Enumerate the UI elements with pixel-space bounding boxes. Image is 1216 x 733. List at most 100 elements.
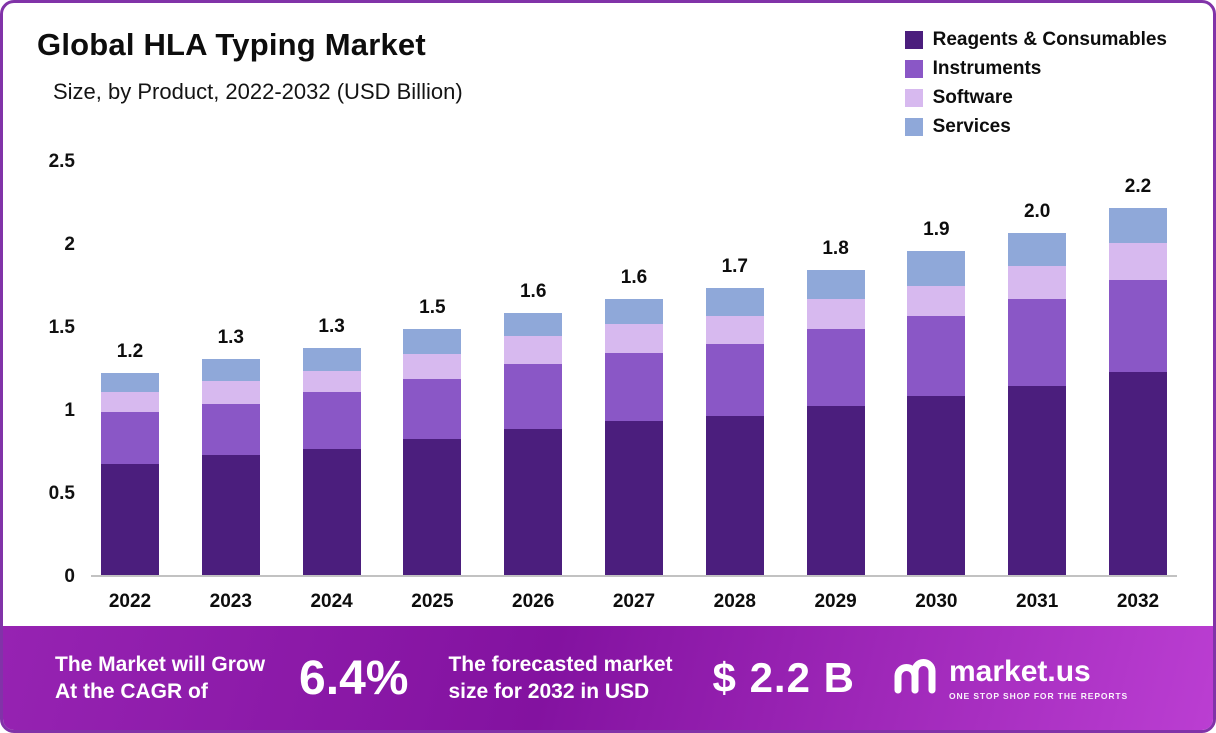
bar-segment-reagents-consumables bbox=[201, 455, 260, 575]
bar-total-label: 1.3 bbox=[318, 315, 345, 337]
y-axis-label: 2.5 bbox=[48, 151, 75, 172]
stacked-bar bbox=[201, 359, 260, 575]
bar-segment-software bbox=[201, 380, 260, 405]
bar-column: 2.2 bbox=[1108, 176, 1167, 575]
bar-segment-software bbox=[504, 335, 563, 365]
bar-segment-services bbox=[806, 269, 865, 300]
stacked-bar bbox=[806, 269, 865, 575]
bar-total-label: 1.5 bbox=[419, 297, 446, 319]
x-axis-label: 2024 bbox=[310, 591, 353, 612]
bar-segment-instruments bbox=[806, 329, 865, 406]
bar-column: 1.7 bbox=[705, 255, 764, 575]
x-axis-label: 2027 bbox=[612, 591, 656, 612]
page-title: Global HLA Typing Market bbox=[37, 27, 426, 62]
title-block: Global HLA Typing Market Size, by Produc… bbox=[37, 27, 463, 138]
bar-segment-reagents-consumables bbox=[1008, 385, 1067, 575]
bar-segment-software bbox=[705, 316, 764, 345]
bar-segment-software bbox=[403, 354, 462, 380]
bar-segment-instruments bbox=[302, 392, 361, 449]
y-axis-label: 1 bbox=[64, 400, 75, 421]
bar-total-label: 1.6 bbox=[519, 280, 547, 302]
x-axis-label: 2022 bbox=[108, 591, 152, 612]
bar-segment-services bbox=[604, 299, 663, 325]
legend-item: Software bbox=[904, 87, 1167, 109]
forecast-text: The forecasted market size for 2032 in U… bbox=[448, 651, 672, 706]
bar-segment-software bbox=[806, 299, 865, 330]
y-axis-label: 2 bbox=[64, 234, 75, 255]
bar-segment-instruments bbox=[604, 352, 663, 421]
bar-segment-software bbox=[302, 370, 361, 393]
bar-segment-software bbox=[907, 286, 966, 317]
bar-segment-services bbox=[907, 251, 966, 287]
legend-label: Services bbox=[932, 116, 1011, 137]
bar-segment-services bbox=[504, 312, 563, 336]
legend-item: Instruments bbox=[904, 58, 1167, 80]
bar-segment-software bbox=[1108, 243, 1167, 280]
bar-segment-services bbox=[101, 372, 159, 393]
plot: 1.2 1.3 1.3 1.5 1.6 1.6 1.7 1.8 1.9 2.0 2.2 bbox=[91, 162, 1177, 577]
stacked-bar bbox=[302, 347, 361, 575]
brand-block: market.us ONE STOP SHOP FOR THE REPORTS bbox=[893, 655, 1128, 701]
bar-segment-services bbox=[1008, 233, 1067, 267]
bar-segment-services bbox=[302, 347, 361, 371]
bar-segment-instruments bbox=[403, 379, 462, 439]
bar-segment-instruments bbox=[705, 344, 764, 416]
plot-area: 1.2 1.3 1.3 1.5 1.6 1.6 1.7 1.8 1.9 2.0 2.2 2022 20… bbox=[91, 162, 1177, 613]
bar-segment-reagents-consumables bbox=[705, 415, 764, 575]
bar-total-label: 1.8 bbox=[822, 237, 849, 259]
bar-segment-instruments bbox=[101, 412, 159, 464]
bar-column: 1.9 bbox=[907, 219, 966, 575]
bar-segment-services bbox=[201, 359, 260, 381]
bar-segment-reagents-consumables bbox=[806, 405, 865, 575]
bar-column: 1.3 bbox=[302, 315, 361, 575]
bar-column: 1.5 bbox=[403, 297, 462, 575]
chart-header: Global HLA Typing Market Size, by Produc… bbox=[3, 3, 1213, 138]
bar-total-label: 2.0 bbox=[1023, 201, 1051, 223]
bar-column: 1.3 bbox=[201, 327, 260, 575]
y-axis-label: 0.5 bbox=[48, 483, 75, 504]
chart-legend: Reagents & Consumables Instruments Softwar… bbox=[904, 27, 1167, 138]
stacked-bar bbox=[1008, 233, 1067, 575]
stacked-bar bbox=[1108, 208, 1167, 575]
y-axis: 0 0.5 1 1.5 2 2.5 bbox=[13, 151, 91, 587]
bar-total-label: 1.3 bbox=[217, 327, 244, 349]
stacked-bar bbox=[403, 329, 462, 575]
bar-total-label: 1.7 bbox=[721, 255, 748, 277]
footer-banner: The Market will Grow At the CAGR of 6.4%… bbox=[3, 626, 1213, 730]
x-axis-label: 2029 bbox=[814, 591, 857, 612]
market-us-logo-icon bbox=[893, 657, 937, 700]
cagr-text-line2: At the CAGR of bbox=[55, 680, 208, 703]
bar-total-label: 1.2 bbox=[116, 340, 144, 362]
x-axis-label: 2030 bbox=[915, 591, 958, 612]
stacked-bar bbox=[907, 251, 966, 575]
bar-segment-services bbox=[705, 287, 764, 317]
bar-segment-reagents-consumables bbox=[302, 448, 361, 575]
bar-segment-instruments bbox=[907, 316, 966, 396]
legend-label: Software bbox=[932, 87, 1013, 108]
legend-item: Reagents & Consumables bbox=[904, 29, 1167, 51]
bar-segment-reagents-consumables bbox=[1108, 372, 1167, 575]
bar-segment-reagents-consumables bbox=[604, 420, 663, 575]
x-axis-label: 2032 bbox=[1116, 591, 1160, 612]
chart-subtitle: Size, by Product, 2022-2032 (USD Billion… bbox=[53, 79, 463, 104]
legend-swatch-icon bbox=[904, 89, 923, 107]
x-axis-label: 2031 bbox=[1016, 591, 1059, 612]
bar-segment-reagents-consumables bbox=[403, 438, 462, 575]
bar-column: 2.0 bbox=[1008, 201, 1067, 575]
legend-label: Instruments bbox=[932, 58, 1042, 79]
bar-segment-instruments bbox=[1108, 279, 1167, 373]
stacked-bar bbox=[705, 287, 764, 575]
bar-column: 1.6 bbox=[504, 280, 563, 575]
bar-segment-instruments bbox=[504, 364, 563, 429]
stacked-bar bbox=[504, 312, 563, 575]
bar-total-label: 1.6 bbox=[620, 267, 648, 289]
bar-segment-software bbox=[1008, 266, 1067, 300]
bar-segment-instruments bbox=[201, 404, 260, 456]
bar-segment-reagents-consumables bbox=[101, 463, 159, 575]
stacked-bar bbox=[101, 372, 159, 575]
bar-segment-services bbox=[1108, 208, 1167, 244]
y-axis-label: 1.5 bbox=[48, 317, 75, 338]
bar-column: 1.6 bbox=[604, 267, 663, 575]
legend-swatch-icon bbox=[904, 118, 923, 136]
